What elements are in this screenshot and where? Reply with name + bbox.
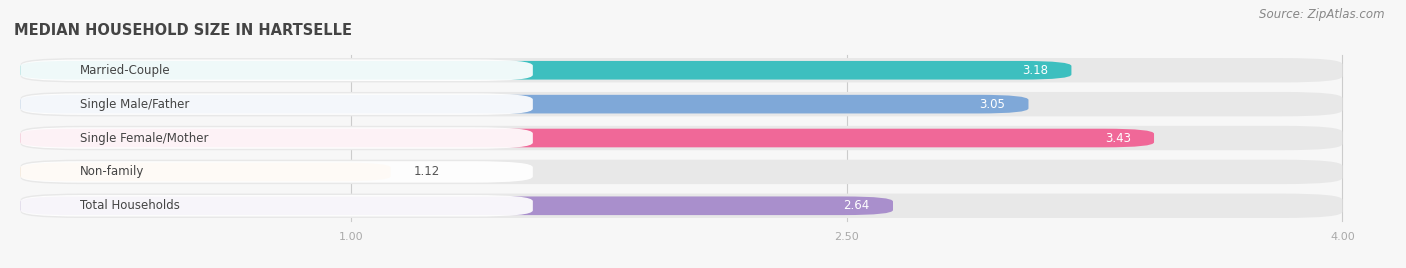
Text: 3.05: 3.05	[980, 98, 1005, 111]
FancyBboxPatch shape	[21, 95, 1028, 113]
Text: 3.18: 3.18	[1022, 64, 1049, 77]
FancyBboxPatch shape	[21, 94, 533, 115]
Text: 2.64: 2.64	[844, 199, 870, 212]
Text: MEDIAN HOUSEHOLD SIZE IN HARTSELLE: MEDIAN HOUSEHOLD SIZE IN HARTSELLE	[14, 23, 352, 38]
FancyBboxPatch shape	[21, 92, 1343, 116]
FancyBboxPatch shape	[21, 59, 533, 81]
Text: 1.12: 1.12	[413, 165, 440, 178]
FancyBboxPatch shape	[21, 58, 1343, 83]
FancyBboxPatch shape	[21, 161, 533, 183]
FancyBboxPatch shape	[21, 160, 1343, 184]
FancyBboxPatch shape	[21, 129, 1154, 147]
FancyBboxPatch shape	[21, 61, 1071, 80]
Text: 3.43: 3.43	[1105, 132, 1130, 144]
Text: Single Male/Father: Single Male/Father	[80, 98, 190, 111]
Text: Married-Couple: Married-Couple	[80, 64, 170, 77]
Text: Total Households: Total Households	[80, 199, 180, 212]
FancyBboxPatch shape	[21, 163, 391, 181]
FancyBboxPatch shape	[21, 193, 1343, 218]
FancyBboxPatch shape	[21, 196, 893, 215]
Text: Single Female/Mother: Single Female/Mother	[80, 132, 208, 144]
FancyBboxPatch shape	[21, 126, 1343, 150]
FancyBboxPatch shape	[21, 127, 533, 149]
Text: Source: ZipAtlas.com: Source: ZipAtlas.com	[1260, 8, 1385, 21]
FancyBboxPatch shape	[21, 195, 533, 217]
Text: Non-family: Non-family	[80, 165, 145, 178]
